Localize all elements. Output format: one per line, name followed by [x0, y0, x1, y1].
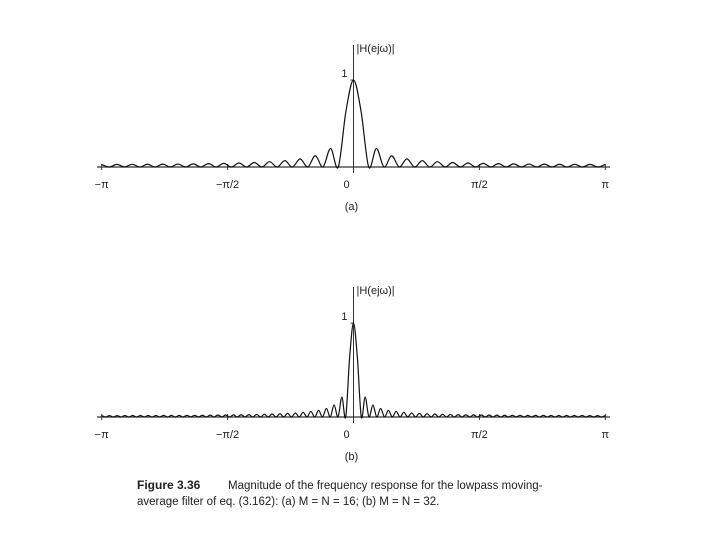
figure-number: Figure 3.36 — [137, 478, 201, 492]
y-axis-label: |H(ejω)| — [357, 43, 395, 55]
panel-label: (b) — [345, 451, 358, 463]
magnitude-curve — [101, 322, 606, 419]
x-tick-label: π/2 — [471, 429, 488, 441]
x-tick-label: −π — [95, 179, 109, 191]
panel-label: (a) — [345, 201, 358, 213]
x-tick-label: −π — [95, 429, 109, 441]
y-tick-label: 1 — [341, 311, 347, 323]
x-tick-label: 0 — [343, 429, 349, 441]
x-tick-label: π — [602, 179, 610, 191]
magnitude-curve — [101, 79, 606, 169]
y-tick-label: 1 — [341, 68, 347, 80]
x-tick-label: 0 — [343, 179, 349, 191]
x-tick-label: π — [602, 429, 610, 441]
caption-line: average filter of eq. (3.162): (a) M = N… — [137, 496, 439, 508]
x-tick-label: −π/2 — [216, 179, 239, 191]
x-tick-label: −π/2 — [216, 429, 239, 441]
y-axis-label: |H(ejω)| — [357, 285, 395, 297]
x-tick-label: π/2 — [471, 179, 488, 191]
caption-line: Magnitude of the frequency response for … — [228, 480, 543, 492]
